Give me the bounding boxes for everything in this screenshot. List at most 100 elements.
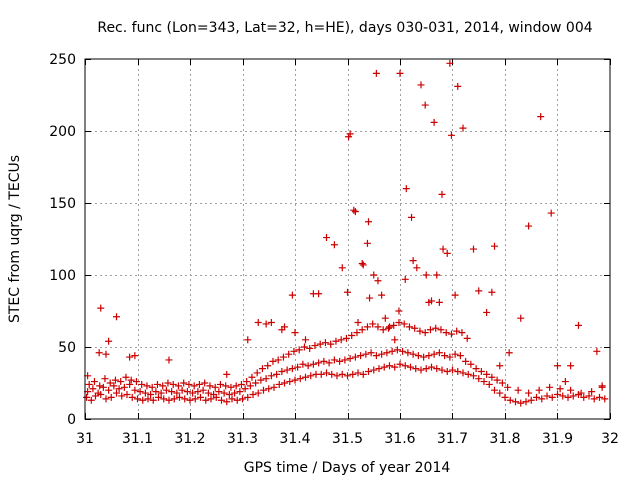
data-point bbox=[585, 392, 593, 400]
data-point bbox=[201, 379, 209, 387]
data-point bbox=[267, 319, 275, 327]
data-point bbox=[233, 396, 241, 404]
data-point bbox=[556, 385, 564, 393]
data-point bbox=[216, 380, 224, 388]
data-point bbox=[248, 373, 256, 381]
data-point bbox=[425, 352, 433, 360]
data-point bbox=[475, 287, 483, 295]
data-point bbox=[95, 349, 103, 357]
data-point bbox=[358, 259, 366, 267]
data-point bbox=[155, 393, 162, 401]
data-point bbox=[281, 379, 288, 387]
data-point bbox=[252, 379, 260, 387]
data-point bbox=[101, 375, 109, 383]
data-point bbox=[113, 313, 120, 321]
data-point bbox=[260, 386, 267, 394]
data-points bbox=[83, 59, 609, 407]
data-point bbox=[302, 373, 309, 381]
y-tick-label: 150 bbox=[49, 196, 76, 212]
data-point bbox=[321, 339, 329, 347]
data-point bbox=[366, 294, 374, 302]
data-point bbox=[409, 350, 417, 358]
data-point bbox=[350, 206, 358, 214]
data-point bbox=[428, 297, 435, 305]
data-point bbox=[317, 370, 325, 378]
data-point bbox=[527, 396, 535, 404]
data-point bbox=[315, 359, 323, 367]
data-point bbox=[554, 362, 561, 370]
data-point bbox=[262, 375, 270, 383]
data-point bbox=[128, 393, 136, 401]
data-point bbox=[176, 393, 183, 401]
data-point bbox=[384, 324, 392, 332]
data-point bbox=[211, 383, 219, 391]
data-point bbox=[265, 385, 273, 393]
data-point bbox=[357, 352, 365, 360]
data-point bbox=[225, 391, 233, 399]
data-point bbox=[362, 350, 370, 358]
data-point bbox=[365, 367, 372, 375]
data-point bbox=[315, 290, 323, 298]
data-point bbox=[143, 382, 151, 390]
data-point bbox=[267, 372, 275, 380]
data-point bbox=[89, 385, 97, 393]
data-point bbox=[149, 396, 157, 404]
data-point bbox=[207, 395, 215, 403]
data-point bbox=[496, 362, 504, 370]
data-point bbox=[538, 395, 546, 403]
data-point bbox=[546, 383, 554, 391]
data-point bbox=[375, 365, 383, 373]
y-axis-label: STEC from uqrg / TECUs bbox=[7, 155, 23, 323]
data-point bbox=[307, 372, 315, 380]
data-point bbox=[164, 379, 172, 387]
x-tick-label: 31.8 bbox=[489, 431, 520, 447]
data-point bbox=[309, 360, 317, 368]
data-point bbox=[338, 370, 346, 378]
data-point bbox=[165, 396, 173, 404]
data-point bbox=[316, 340, 324, 348]
data-point bbox=[168, 388, 176, 396]
data-point bbox=[262, 320, 270, 328]
data-point bbox=[85, 380, 93, 388]
data-point bbox=[97, 304, 105, 312]
data-point bbox=[367, 349, 375, 357]
data-point bbox=[433, 271, 441, 279]
data-point bbox=[222, 382, 230, 390]
series-baseline bbox=[83, 360, 609, 407]
data-point bbox=[475, 375, 483, 383]
data-point bbox=[122, 373, 130, 381]
data-point bbox=[228, 395, 236, 403]
data-point bbox=[246, 382, 254, 390]
data-point bbox=[354, 369, 362, 377]
data-point bbox=[564, 393, 572, 401]
data-point bbox=[186, 396, 194, 404]
data-point bbox=[456, 352, 464, 360]
series-band-3 bbox=[85, 319, 471, 391]
data-point bbox=[421, 101, 429, 109]
data-point bbox=[388, 347, 396, 355]
data-point bbox=[525, 222, 533, 230]
x-tick-label: 31.3 bbox=[227, 431, 258, 447]
data-point bbox=[391, 363, 399, 371]
data-point bbox=[178, 386, 186, 394]
data-point bbox=[131, 386, 139, 394]
data-point bbox=[336, 357, 344, 365]
data-point bbox=[601, 395, 609, 403]
data-point bbox=[223, 370, 231, 378]
data-point bbox=[296, 375, 304, 383]
data-point bbox=[107, 393, 115, 401]
y-tick-label: 200 bbox=[49, 124, 76, 140]
data-point bbox=[396, 360, 404, 368]
data-point bbox=[446, 59, 454, 67]
data-point bbox=[358, 326, 366, 334]
chart-title: Rec. func (Lon=343, Lat=32, h=HE), days … bbox=[97, 20, 592, 36]
data-point bbox=[110, 382, 118, 390]
data-point bbox=[117, 378, 125, 386]
data-point bbox=[227, 383, 235, 391]
data-point bbox=[433, 365, 441, 373]
data-point bbox=[232, 382, 240, 390]
data-point bbox=[320, 357, 328, 365]
data-point bbox=[231, 389, 239, 397]
data-point bbox=[306, 344, 314, 352]
